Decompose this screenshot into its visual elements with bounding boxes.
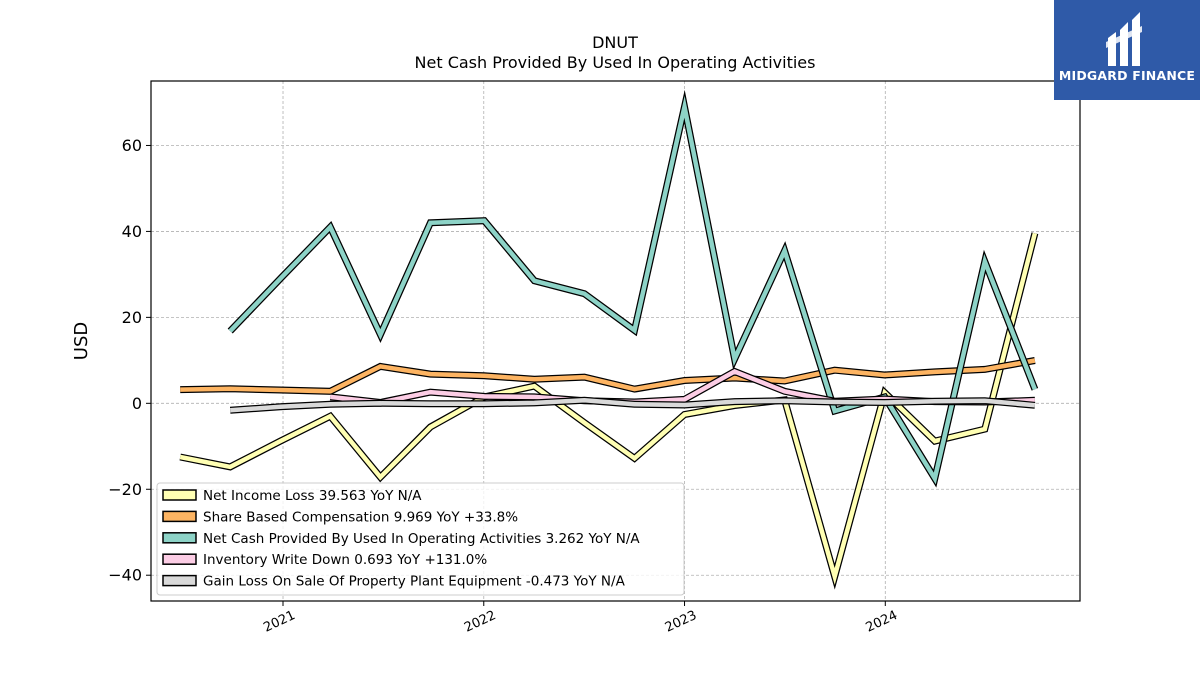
- legend-swatch: [162, 553, 197, 565]
- logo-text: MIDGARD FINANCE: [1058, 68, 1196, 83]
- legend-swatch: [162, 532, 197, 544]
- series-line: [228, 95, 1037, 485]
- legend-entry: Inventory Write Down 0.693 YoY +131.0%: [203, 552, 487, 568]
- x-tick-label: 2023: [663, 608, 699, 636]
- legend-entry: Share Based Compensation 9.969 YoY +33.8…: [203, 509, 518, 525]
- y-tick-label: 60: [122, 136, 142, 155]
- series-outline: [180, 357, 1036, 395]
- y-tick-label: −40: [108, 566, 142, 585]
- y-tick-label: −20: [108, 480, 142, 499]
- legend-swatch: [162, 510, 197, 523]
- plot-frame: [150, 80, 1081, 602]
- series-line: [230, 398, 1036, 413]
- chart-title: DNUT: [592, 33, 638, 52]
- grid: [151, 81, 1080, 601]
- series-share-based-compensation: [180, 357, 1036, 395]
- legend-entry: Net Cash Provided By Used In Operating A…: [203, 531, 640, 547]
- legend-entry: Gain Loss On Sale Of Property Plant Equi…: [203, 574, 626, 590]
- chart-title-group: DNUT Net Cash Provided By Used In Operat…: [415, 33, 816, 72]
- y-axis-label: USD: [71, 322, 92, 360]
- series-net-cash-provided-by-used-in-operating-activities: [227, 89, 1039, 488]
- series-gain-loss-on-sale-of-property-plant-equipment: [229, 396, 1036, 414]
- x-tick-label: 2021: [261, 608, 297, 636]
- legend: Net Income Loss 39.563 YoY N/A Share Base…: [156, 482, 685, 596]
- legend-entry: Net Income Loss 39.563 YoY N/A: [203, 488, 422, 504]
- series-line: [180, 358, 1036, 394]
- legend-swatch: [162, 574, 197, 587]
- y-tick-label: 20: [122, 308, 142, 327]
- x-tick-label: 2024: [864, 608, 900, 636]
- brand-logo: MIDGARD FINANCE: [1054, 0, 1200, 100]
- logo-mark-icon: [1106, 12, 1142, 66]
- x-tick-label: 2022: [462, 608, 498, 636]
- y-axis: −40 −20 0 20 40 60: [108, 136, 151, 585]
- x-axis: 2021 2022 2023 2024: [261, 601, 900, 636]
- legend-box: [156, 482, 685, 596]
- legend-swatch: [162, 489, 197, 501]
- y-tick-label: 0: [132, 394, 142, 413]
- chart-subtitle: Net Cash Provided By Used In Operating A…: [415, 53, 816, 72]
- y-tick-label: 40: [122, 222, 142, 241]
- series-layer: [179, 89, 1039, 590]
